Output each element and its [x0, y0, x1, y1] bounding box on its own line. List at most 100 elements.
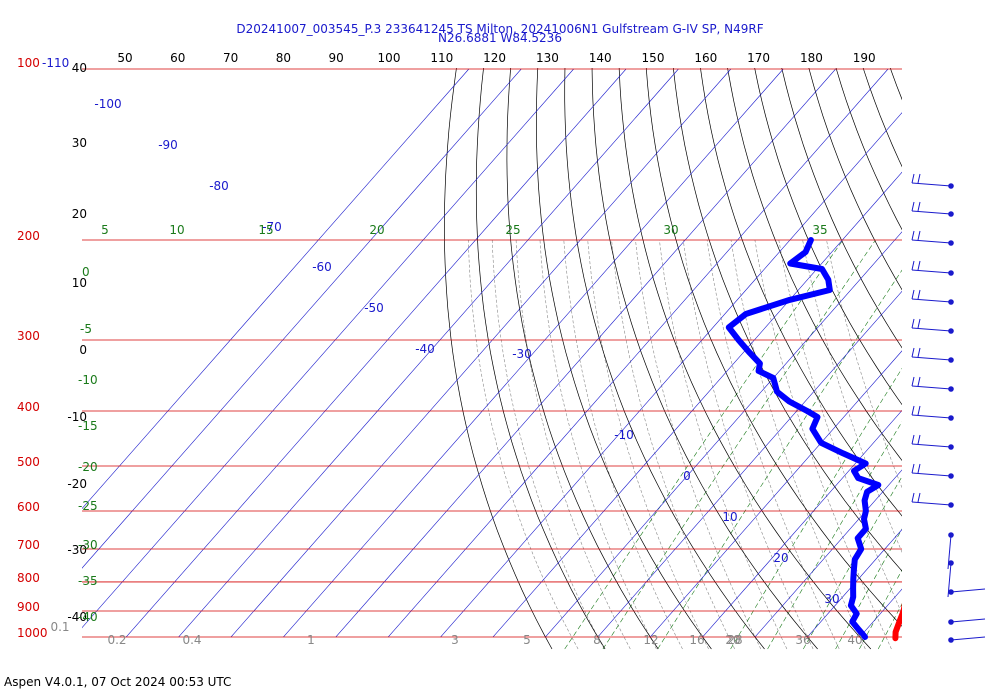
- theta-e-label: -10: [78, 373, 98, 387]
- theta-top-label: 130: [536, 51, 559, 65]
- dry-adiabat-line: [862, 68, 902, 168]
- theta-e-label: -20: [78, 460, 98, 474]
- isotherm-line: [492, 171, 902, 638]
- mixing-ratio-bottom-label: 12: [643, 633, 658, 647]
- wind-barb: [911, 289, 954, 305]
- isotherm-line: [912, 69, 1000, 637]
- theta-top-label: 190: [853, 51, 876, 65]
- wind-barb-staff: [911, 443, 952, 448]
- mixing-ratio-bottom-label: 0.2: [107, 633, 126, 647]
- dry-adiabat-line: [673, 68, 902, 572]
- wind-barb-feather: [911, 173, 915, 184]
- wind-barb-station: [948, 619, 954, 625]
- isotherm-line: [440, 112, 902, 638]
- theta-e-label: -15: [78, 419, 98, 433]
- dry-adiabat-line: [475, 68, 606, 650]
- mixing-ratio-label: 30: [663, 223, 678, 237]
- wind-barb-station: [948, 473, 954, 479]
- wind-barb-feather: [917, 173, 921, 184]
- mixing-ratio-line: [803, 476, 902, 650]
- theta-left-label: 40: [72, 61, 87, 75]
- wind-barb-feather: [917, 405, 921, 416]
- pressure-label: 900: [17, 600, 40, 614]
- wind-barb-station: [948, 299, 954, 305]
- pressure-range-label: -110: [42, 56, 69, 70]
- mixing-ratio-line: [564, 239, 844, 650]
- wind-barbs: [911, 173, 986, 643]
- isotherm-line: [754, 469, 902, 638]
- wind-barb-feather: [911, 347, 915, 358]
- wind-barb: [911, 201, 954, 217]
- wind-barb-feather: [911, 405, 915, 416]
- wind-barb: [911, 347, 954, 363]
- pressure-label: 100: [17, 56, 40, 70]
- wind-barb-feather: [917, 289, 921, 300]
- mixing-ratio-label: 20: [369, 223, 384, 237]
- moist-adiabat-line: [826, 239, 902, 489]
- wind-barb-station: [948, 211, 954, 217]
- isotherm-label: 0: [683, 469, 691, 483]
- wind-barb-station: [948, 270, 954, 276]
- mixing-ratio-label: 10: [169, 223, 184, 237]
- mixing-ratio-line: [859, 569, 902, 650]
- moist-adiabat-line: [587, 239, 709, 650]
- dry-adiabat-line: [889, 68, 902, 101]
- wind-barb-feather: [911, 289, 915, 300]
- theta-top-label: 90: [329, 51, 344, 65]
- moist-adiabat-line: [802, 239, 902, 553]
- dry-adiabat-line: [993, 56, 1000, 649]
- wind-barb-station: [948, 589, 954, 595]
- wind-barb-station: [948, 415, 954, 421]
- wind-barb-feather: [917, 260, 921, 271]
- dry-adiabat-line: [700, 68, 902, 517]
- isotherm-line: [82, 68, 522, 569]
- isotherm-line: [82, 68, 574, 629]
- mixing-ratio-bottom-label: 20: [725, 633, 740, 647]
- theta-left-label: -10: [67, 410, 87, 424]
- moist-adiabat-line: [730, 239, 866, 650]
- wind-barb-staff: [950, 588, 986, 593]
- wind-barb-staff: [911, 356, 952, 361]
- mixing-ratio-bottom-label: 1: [307, 633, 315, 647]
- theta-left-label: 10: [72, 276, 87, 290]
- theta-top-label: 70: [223, 51, 238, 65]
- dry-adiabats: [444, 56, 1000, 650]
- moist-adiabat-line: [682, 239, 814, 650]
- theta-top-label: 60: [170, 51, 185, 65]
- wind-barb-feather: [911, 318, 915, 329]
- mixing-ratio-bottom-label: 5: [523, 633, 531, 647]
- sounding-traces: [725, 237, 902, 642]
- wind-barb-staff: [950, 636, 986, 641]
- moist-adiabat-line: [468, 239, 579, 650]
- mixing-ratio-bottom-label: 36: [795, 633, 810, 647]
- theta-e-label: 0: [82, 265, 90, 279]
- wind-barb-station: [948, 357, 954, 363]
- wind-barb: [948, 636, 986, 643]
- theta-e-label: -5: [80, 322, 92, 336]
- wind-barb: [911, 405, 954, 421]
- mixing-ratio-line: [657, 269, 902, 650]
- pressure-label: 700: [17, 538, 40, 552]
- pressure-label: 200: [17, 229, 40, 243]
- theta-left-label: -30: [67, 543, 87, 557]
- isotherm-line: [125, 68, 627, 638]
- isotherm-label: -10: [614, 428, 634, 442]
- dry-adiabat-line: [536, 68, 712, 650]
- wind-barb-station: [948, 386, 954, 392]
- wind-barb-staff: [911, 414, 952, 419]
- mixing-ratio-label: 25: [505, 223, 520, 237]
- mixing-ratio-bottom-label: 16: [689, 633, 704, 647]
- wind-barb-feather: [911, 230, 915, 241]
- theta-top-label: 120: [483, 51, 506, 65]
- wind-barb-staff: [911, 239, 952, 244]
- wind-barb-feather: [911, 376, 915, 387]
- pressure-label: 800: [17, 571, 40, 585]
- theta-top-label: 110: [430, 51, 453, 65]
- isotherms: [82, 68, 1000, 638]
- wind-barb-feather: [917, 318, 921, 329]
- mixing-ratio-line: [602, 239, 876, 650]
- wind-barb-staff: [911, 298, 952, 303]
- isotherm-label: -40: [415, 342, 435, 356]
- wind-barb-feather: [911, 492, 915, 503]
